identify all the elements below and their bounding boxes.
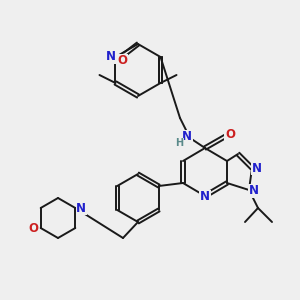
Text: H: H [175,138,183,148]
Text: O: O [117,55,127,68]
Text: N: N [200,190,210,203]
Text: N: N [252,161,262,175]
Text: O: O [29,221,39,235]
Text: O: O [225,128,235,140]
Text: N: N [182,130,192,143]
Text: N: N [106,50,116,64]
Text: N: N [249,184,259,197]
Text: N: N [76,202,86,214]
